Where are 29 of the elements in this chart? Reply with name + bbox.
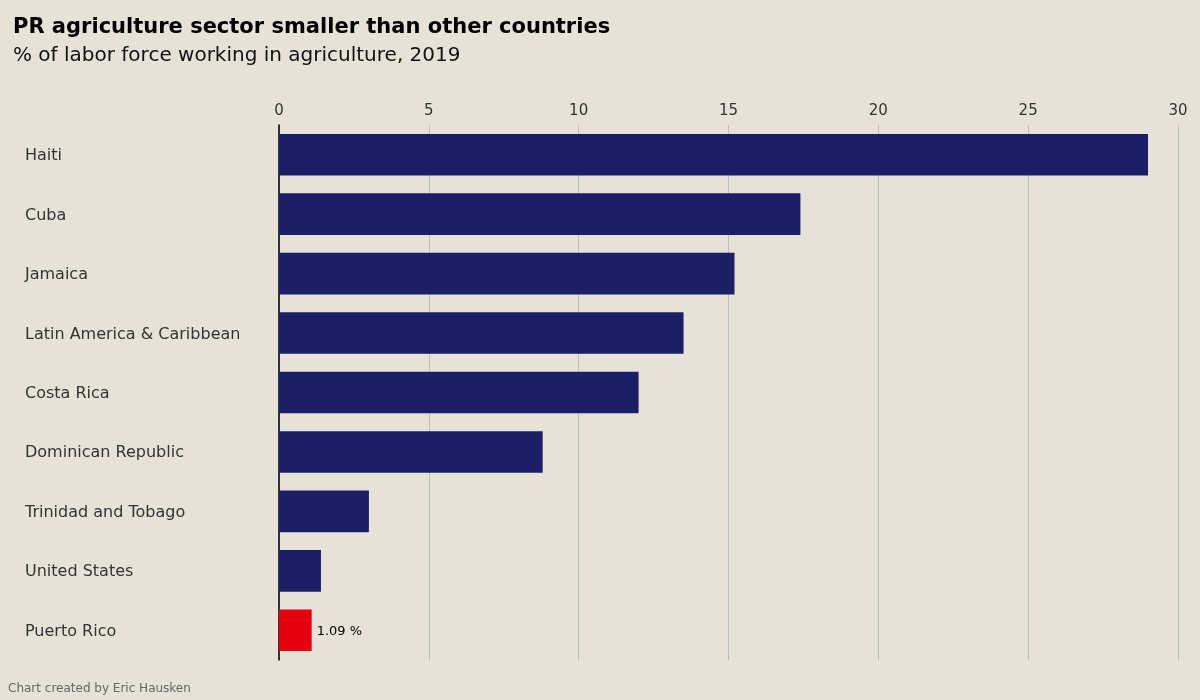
y-tick-label: Trinidad and Tobago (24, 501, 186, 521)
x-tick-label: 0 (274, 100, 284, 119)
bar (279, 312, 684, 354)
text: Chart created by Eric Hausken (8, 681, 191, 695)
y-tick-label: Costa Rica (25, 383, 110, 402)
data-label: 1.09 % (316, 622, 363, 638)
y-tick-label: Haiti (25, 145, 62, 165)
bar (279, 490, 369, 533)
chart-title: PR agriculture sector smaller than other countries (13, 13, 611, 38)
y-tick-label: Cuba (25, 204, 67, 224)
x-tick-label: 10 (569, 100, 589, 119)
bar (279, 609, 312, 652)
y-tick-label: Latin America & Caribbean (25, 323, 241, 343)
x-tick-label: 5 (424, 100, 434, 119)
bar (279, 431, 543, 473)
x-tick-label: 15 (718, 100, 739, 119)
chart-subtitle: % of labor force working in agriculture, 2019 (13, 42, 461, 66)
bar (279, 550, 321, 592)
x-tick-label: 20 (868, 100, 888, 119)
x-tick-label: 30 (1168, 100, 1188, 119)
y-tick-label: Dominican Republic (25, 442, 184, 462)
bar (279, 133, 1149, 176)
y-tick-label: Puerto Rico (25, 620, 117, 640)
y-tick-label: United States (25, 561, 134, 581)
bar (279, 193, 801, 235)
y-tick-label: Jamaica (24, 264, 88, 284)
x-tick-label: 25 (1018, 100, 1038, 119)
bar (279, 371, 639, 414)
bar (279, 252, 735, 295)
